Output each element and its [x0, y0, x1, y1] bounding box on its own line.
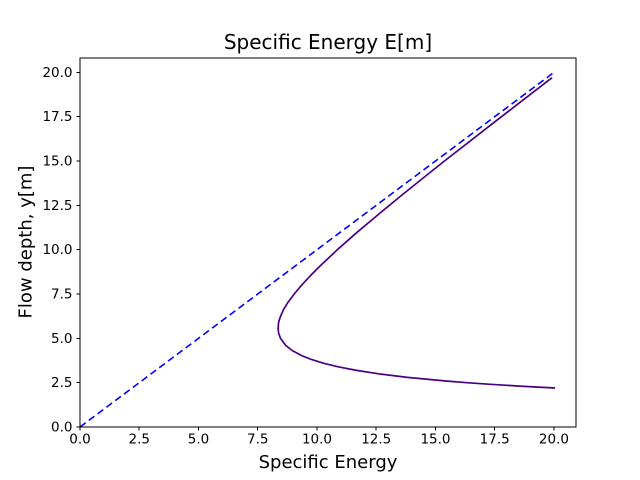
y-tick-label: 12.5	[42, 198, 72, 214]
y-tick-label: 0.0	[51, 420, 72, 436]
series-line-energy-equals-depth-line	[79, 70, 556, 428]
y-tick-label: 7.5	[51, 287, 72, 303]
y-tick-label: 17.5	[42, 109, 72, 125]
chart-title: Specific Energy E[m]	[223, 30, 433, 54]
x-tick-label: 10.0	[302, 432, 332, 448]
y-tick-label: 20.0	[42, 65, 72, 81]
x-tick-label: 7.5	[247, 432, 268, 448]
x-tick-label: 12.5	[361, 432, 391, 448]
series-line-specific-energy-curve	[277, 77, 556, 389]
x-tick-label: 2.5	[129, 432, 150, 448]
x-tick-label: 20.0	[539, 432, 569, 448]
axes-spines	[79, 57, 577, 428]
x-axis-label: Specific Energy	[258, 452, 398, 473]
y-tick-label: 5.0	[51, 331, 72, 347]
x-tick-label: 17.5	[480, 432, 510, 448]
y-axis-label: Flow depth, y[m]	[15, 165, 37, 319]
y-tick-label: 10.0	[42, 242, 72, 258]
x-tick-label: 5.0	[188, 432, 209, 448]
y-tick-label: 2.5	[51, 375, 72, 391]
y-tick-label: 15.0	[42, 154, 72, 170]
x-tick-label: 15.0	[420, 432, 450, 448]
x-tick-label: 0.0	[69, 432, 90, 448]
